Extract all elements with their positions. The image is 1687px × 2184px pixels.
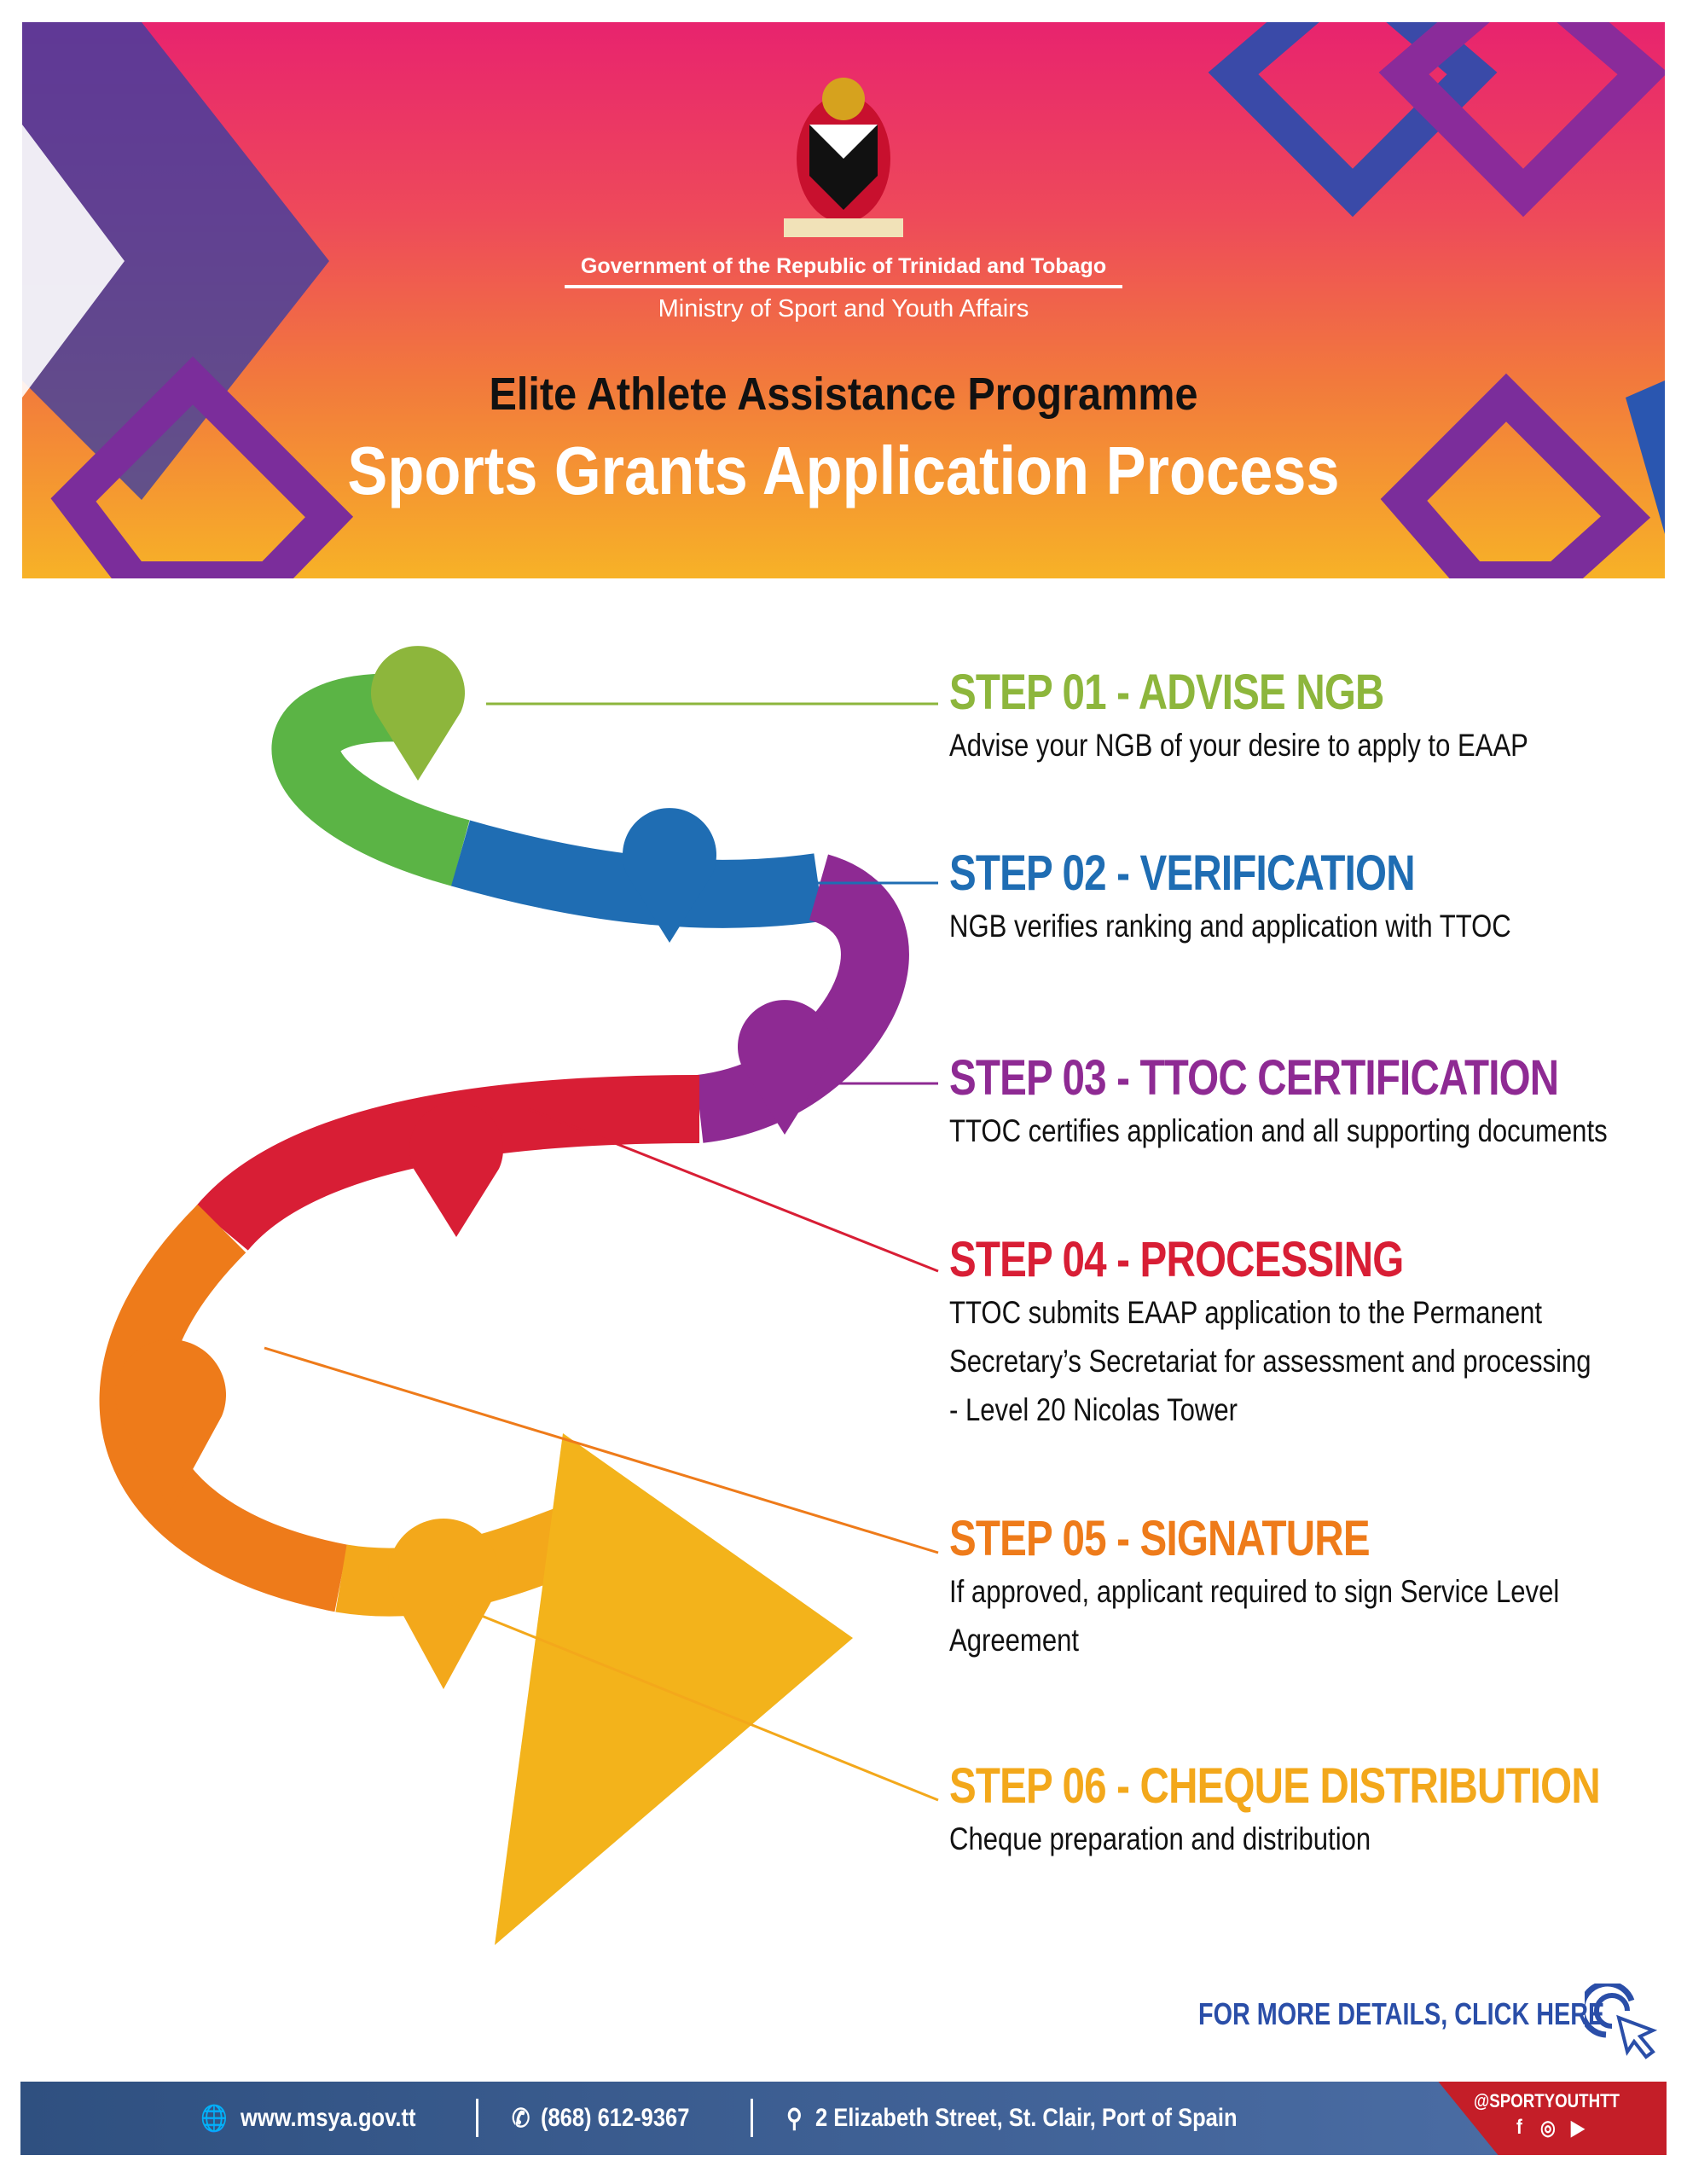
step-description: TTOC certifies application and all suppo… bbox=[949, 1113, 1608, 1148]
click-cursor-icon[interactable] bbox=[1585, 1984, 1661, 2060]
pin-step-06 bbox=[388, 1519, 499, 1689]
phone-number: (868) 612-9367 bbox=[541, 2104, 690, 2132]
instagram-icon[interactable]: ◎ bbox=[1540, 2117, 1556, 2140]
government-name: Government of the Republic of Trinidad a… bbox=[580, 254, 1107, 278]
pin-step-01 bbox=[370, 646, 465, 781]
page-title: Sports Grants Application Process bbox=[347, 433, 1340, 508]
step-03: STEP 03 - TTOC CERTIFICATION TTOC certif… bbox=[949, 1049, 1674, 1155]
globe-icon: 🌐 bbox=[200, 2105, 228, 2133]
step-title: STEP 04 - PROCESSING bbox=[949, 1232, 1404, 1287]
phone-icon: ✆ bbox=[512, 2105, 530, 2133]
step-description: Agreement bbox=[949, 1623, 1080, 1658]
step-06: STEP 06 - CHEQUE DISTRIBUTION Cheque pre… bbox=[949, 1757, 1674, 1863]
step-description: Cheque preparation and distribution bbox=[949, 1821, 1371, 1856]
step-description: - Level 20 Nicolas Tower bbox=[949, 1392, 1238, 1427]
step-title: STEP 03 - TTOC CERTIFICATION bbox=[949, 1050, 1559, 1106]
pin-step-04 bbox=[409, 1102, 503, 1237]
pin-step-02 bbox=[623, 808, 716, 943]
step-02: STEP 02 - VERIFICATION NGB verifies rank… bbox=[949, 845, 1674, 950]
step-description: Secretary’s Secretariat for assessment a… bbox=[949, 1344, 1591, 1379]
pin-step-05 bbox=[115, 1339, 227, 1510]
divider bbox=[476, 2099, 478, 2137]
more-details-link[interactable]: FOR MORE DETAILS, CLICK HERE bbox=[1198, 1996, 1605, 2031]
location-pin-icon: ⚲ bbox=[786, 2105, 803, 2133]
divider bbox=[565, 285, 1122, 288]
step-description: Advise your NGB of your desire to apply … bbox=[949, 728, 1528, 763]
social-handle[interactable]: @SPORTYOUTHTT bbox=[1474, 2090, 1620, 2111]
step-01: STEP 01 - ADVISE NGB Advise your NGB of … bbox=[949, 664, 1674, 770]
step-title: STEP 06 - CHEQUE DISTRIBUTION bbox=[949, 1758, 1601, 1814]
footer-bar bbox=[20, 2082, 1667, 2155]
facebook-icon[interactable]: f bbox=[1516, 2116, 1522, 2139]
header-banner: Government of the Republic of Trinidad a… bbox=[22, 22, 1665, 578]
decorative-shapes bbox=[22, 22, 1665, 578]
youtube-icon[interactable]: ▶ bbox=[1571, 2117, 1585, 2140]
website-link[interactable]: www.msya.gov.tt bbox=[241, 2104, 416, 2132]
pin-step-03 bbox=[738, 1000, 832, 1135]
coat-of-arms-logo bbox=[784, 78, 903, 237]
step-title: STEP 01 - ADVISE NGB bbox=[949, 665, 1384, 720]
programme-name: Elite Athlete Assistance Programme bbox=[489, 369, 1198, 420]
step-05: STEP 05 - SIGNATURE If approved, applica… bbox=[949, 1510, 1674, 1664]
step-description: TTOC submits EAAP application to the Per… bbox=[949, 1295, 1543, 1330]
address: 2 Elizabeth Street, St. Clair, Port of S… bbox=[815, 2104, 1238, 2132]
step-description: NGB verifies ranking and application wit… bbox=[949, 909, 1511, 944]
step-04: STEP 04 - PROCESSING TTOC submits EAAP a… bbox=[949, 1231, 1674, 1434]
step-description: If approved, applicant required to sign … bbox=[949, 1574, 1560, 1609]
divider bbox=[751, 2099, 753, 2137]
step-title: STEP 05 - SIGNATURE bbox=[949, 1511, 1371, 1566]
ministry-name: Ministry of Sport and Youth Affairs bbox=[658, 295, 1029, 322]
step-title: STEP 02 - VERIFICATION bbox=[949, 845, 1416, 901]
map-pins bbox=[115, 646, 832, 1689]
process-road-graphic bbox=[99, 646, 939, 1945]
